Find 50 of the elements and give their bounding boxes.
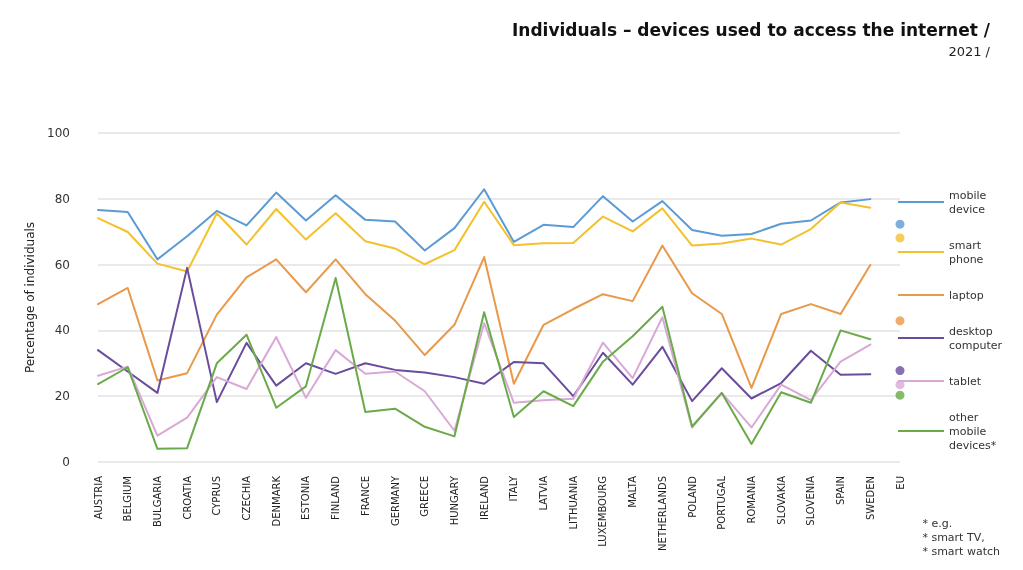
x-tick-label: ITALY: [508, 475, 520, 502]
x-tick-label: HUNGARY: [448, 475, 460, 526]
x-tick-label: FRANCE: [359, 476, 371, 516]
x-tick-label: NETHERLANDS: [656, 476, 668, 551]
x-tick-label: EU: [894, 476, 906, 490]
legend-label: mobile device: [948, 188, 987, 216]
x-tick-label: LUXEMBOURG: [597, 476, 609, 547]
y-tick-label: 20: [54, 389, 70, 404]
text: 2021 /: [948, 44, 991, 59]
x-tick-label: LITHUANIA: [567, 475, 579, 530]
legend-label: laptop: [948, 288, 984, 302]
x-tick-label: GREECE: [419, 476, 431, 517]
chart-title: Individuals – devices used to access the internet /: [511, 19, 991, 40]
line-series: [97, 266, 872, 404]
line-series: [97, 244, 872, 389]
text: * e.g. * smart TV, * smart watch: [922, 516, 1001, 558]
x-tick-label: CROATIA: [181, 475, 193, 520]
x-tick-label: ESTONIA: [300, 475, 312, 520]
x-tick-label: SLOVAKIA: [775, 475, 787, 525]
x-tick-label: BULGARIA: [151, 475, 163, 528]
y-tick-label: 100: [47, 126, 70, 140]
line-series: [97, 316, 872, 437]
line-series: [97, 200, 872, 273]
x-tick-label: LATVIA: [538, 475, 550, 511]
line-series: [97, 188, 872, 261]
x-tick-label: BELGIUM: [122, 476, 134, 522]
legend-label: other mobile devices*: [948, 410, 997, 452]
x-tick-label: GERMANY: [389, 475, 401, 527]
x-tick-label: AUSTRIA: [92, 475, 104, 520]
y-tick-label: 40: [54, 323, 70, 338]
x-tick-label: CYPRUS: [211, 476, 223, 516]
x-tick-label: SLOVENIA: [805, 475, 817, 526]
legend-label: tablet: [948, 374, 982, 388]
legend-label: smart phone: [948, 238, 984, 266]
x-tick-label: CZECHIA: [241, 475, 253, 521]
y-tick-label: 60: [54, 257, 70, 272]
x-tick-label: ROMANIA: [745, 475, 757, 524]
x-tick-label: DENMARK: [270, 475, 282, 527]
x-tick-label: IRELAND: [478, 475, 490, 521]
y-tick-label: 0: [62, 455, 70, 469]
x-tick-label: MALTA: [627, 475, 639, 508]
x-tick-label: SWEDEN: [864, 476, 876, 521]
legend-label: desktop computer: [948, 324, 1003, 352]
x-tick-label: FINLAND: [330, 475, 342, 521]
x-tick-label: SPAIN: [835, 476, 847, 506]
x-tick-label: POLAND: [686, 475, 698, 518]
x-tick-label: PORTUGAL: [716, 475, 728, 530]
y-axis-title: Percentage of individuals: [23, 221, 38, 374]
line-series: [97, 277, 872, 450]
y-tick-label: 80: [54, 191, 70, 206]
